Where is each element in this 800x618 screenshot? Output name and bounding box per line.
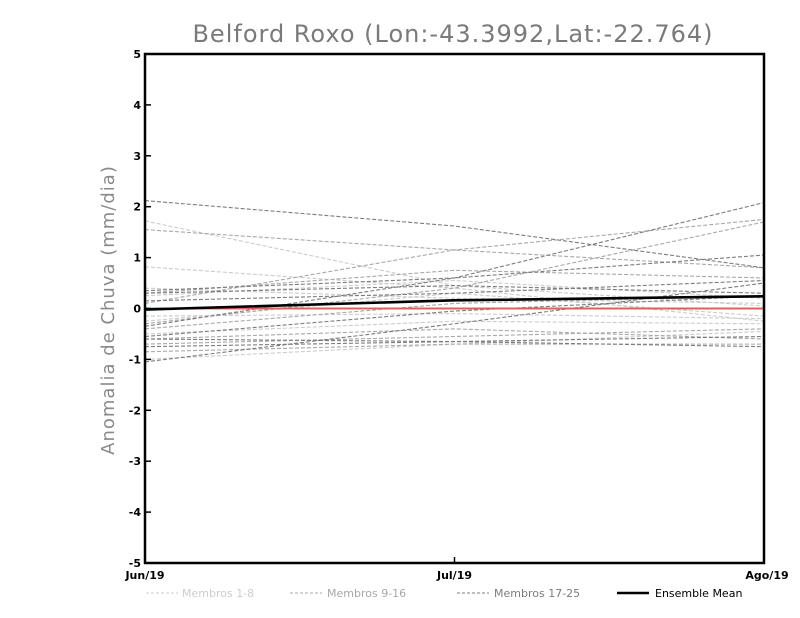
legend-label-members-17-25: Membros 17-25 xyxy=(494,587,580,600)
ensemble-mean-line xyxy=(144,294,765,311)
member-line-24 xyxy=(144,285,765,294)
y-tick-label: 3 xyxy=(133,150,141,163)
legend: Membros 1-8 Membros 9-16 Membros 17-25 E… xyxy=(146,587,742,600)
chart-title: Belford Roxo (Lon:-43.3992,Lat:-22.764) xyxy=(192,20,713,48)
member-line-22 xyxy=(144,279,765,302)
y-tick-label: -5 xyxy=(129,557,141,570)
y-tick-label: -2 xyxy=(129,404,141,417)
legend-label-members-1-8: Membros 1-8 xyxy=(182,587,254,600)
x-tick-label: Jul/19 xyxy=(436,569,472,582)
member-line-19 xyxy=(144,202,765,327)
series-layer xyxy=(144,200,765,363)
member-line-1 xyxy=(144,220,765,307)
member-line-12 xyxy=(144,328,765,340)
member-line-21 xyxy=(144,282,765,363)
y-tick-label: -3 xyxy=(129,455,141,468)
y-tick-label: -4 xyxy=(129,506,142,519)
legend-label-members-9-16: Membros 9-16 xyxy=(327,587,406,600)
y-tick-label: -1 xyxy=(129,353,141,366)
x-tick-label: Jun/19 xyxy=(124,569,164,582)
x-tick-label: Ago/19 xyxy=(745,569,788,582)
member-line-7 xyxy=(144,313,765,320)
member-line-9 xyxy=(144,229,765,269)
plot-frame xyxy=(143,52,766,565)
member-line-8 xyxy=(144,287,765,304)
member-line-2 xyxy=(144,266,765,322)
y-tick-label: 5 xyxy=(133,48,141,61)
member-line-17 xyxy=(144,200,765,269)
member-line-4 xyxy=(144,320,765,335)
member-line-16 xyxy=(144,328,765,345)
member-line-23 xyxy=(144,335,765,348)
y-tick-label: 0 xyxy=(133,303,141,316)
y-tick-label: 2 xyxy=(133,201,141,214)
member-line-14 xyxy=(144,269,765,294)
y-axis-label: Anomalia de Chuva (mm/dia) xyxy=(98,165,119,455)
member-line-25 xyxy=(144,295,765,338)
legend-label-ensemble-mean: Ensemble Mean xyxy=(655,587,742,600)
member-line-11 xyxy=(144,221,765,325)
y-tick-label: 1 xyxy=(133,252,141,265)
y-tick-label: 4 xyxy=(133,99,141,112)
